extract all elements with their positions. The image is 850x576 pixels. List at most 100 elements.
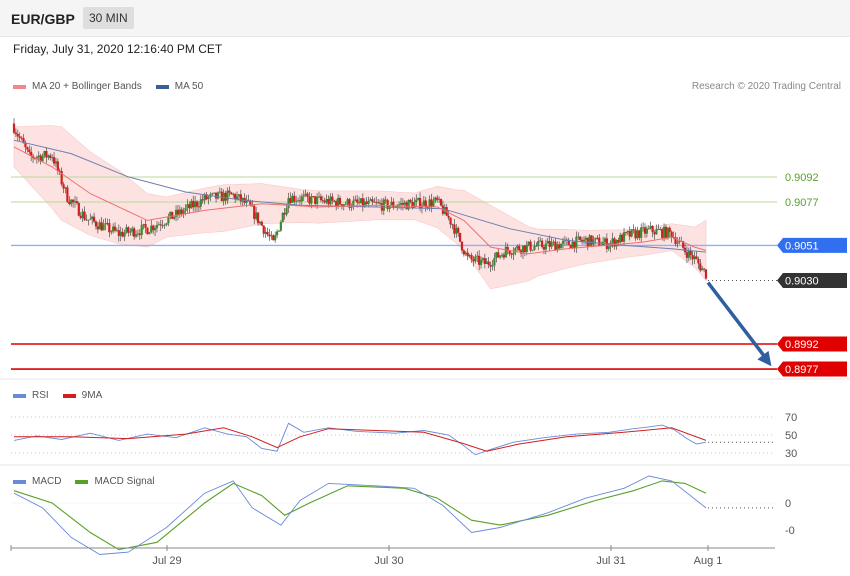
candle	[54, 161, 58, 164]
ma50-legend-label: MA 50	[174, 81, 204, 92]
candle	[108, 223, 111, 233]
candle	[544, 243, 547, 250]
rsi-ma-legend-label: 9MA	[81, 390, 103, 401]
candle	[140, 224, 143, 236]
candle	[16, 133, 19, 137]
candle	[420, 205, 424, 209]
candle	[91, 216, 94, 219]
candle	[392, 201, 395, 208]
macd-legend: MACD MACD Signal	[13, 476, 154, 487]
macd-signal-line	[13, 480, 707, 551]
candle	[438, 199, 441, 200]
candle	[476, 255, 479, 257]
candle	[277, 230, 281, 232]
candle	[71, 199, 75, 203]
candle	[213, 192, 216, 194]
candle	[457, 227, 460, 233]
candle	[651, 225, 654, 233]
candle	[45, 150, 48, 158]
candle	[333, 200, 336, 202]
candle	[453, 224, 456, 234]
candle	[300, 196, 303, 202]
candle	[580, 240, 584, 242]
candle	[702, 268, 706, 270]
ma20-legend-label: MA 20 + Bollinger Bands	[32, 81, 142, 92]
macd-legend-label: MACD	[32, 476, 62, 487]
candle	[167, 216, 170, 224]
candle	[371, 199, 374, 202]
candle	[699, 263, 702, 271]
candle	[194, 201, 197, 208]
candle	[550, 242, 553, 247]
candle	[329, 196, 332, 205]
candle	[624, 232, 628, 234]
candle	[630, 229, 633, 237]
candle	[638, 230, 641, 238]
candle	[396, 206, 399, 208]
candle	[354, 199, 357, 201]
macd-line	[13, 475, 707, 555]
candle	[98, 222, 101, 230]
candle	[415, 199, 418, 203]
candle	[228, 190, 231, 193]
candle	[184, 207, 187, 211]
pivot-level-label: 0.9051	[785, 240, 819, 252]
candle	[598, 237, 601, 246]
candle	[60, 170, 63, 185]
candle	[474, 256, 477, 262]
candle	[649, 225, 652, 229]
credit: Research © 2020 Trading Central	[691, 81, 841, 92]
candle	[676, 242, 679, 244]
candle	[466, 252, 469, 257]
candle	[449, 217, 452, 225]
candle	[615, 239, 618, 247]
candle	[338, 197, 342, 205]
candle	[125, 227, 128, 233]
candle	[668, 227, 671, 232]
candle	[386, 200, 389, 209]
candle	[641, 227, 645, 229]
candle	[39, 155, 42, 162]
candle	[367, 200, 370, 204]
candle	[152, 225, 155, 231]
candle	[255, 212, 258, 219]
candle	[674, 237, 677, 244]
candle	[312, 196, 315, 197]
candle	[384, 199, 387, 201]
candle	[239, 194, 242, 202]
candle	[37, 155, 40, 158]
timeframe-badge[interactable]: 30 MIN	[83, 7, 134, 29]
candle	[369, 199, 372, 201]
forecast-arrow	[706, 281, 767, 359]
candle	[361, 198, 364, 207]
candle	[205, 194, 208, 200]
candle	[20, 137, 23, 139]
candle	[100, 222, 103, 231]
candle	[70, 199, 73, 205]
rsi-line	[13, 422, 707, 456]
candle	[594, 237, 597, 240]
candle	[68, 201, 71, 205]
candle	[350, 207, 353, 208]
candle	[112, 226, 115, 232]
candle	[144, 224, 147, 228]
candle	[331, 196, 334, 201]
macd-tick-label: -0	[785, 525, 795, 537]
candle	[295, 200, 298, 202]
candle	[573, 241, 576, 249]
macd-swatch	[13, 479, 26, 484]
candle	[176, 209, 180, 215]
candle	[56, 161, 59, 171]
candle	[356, 199, 359, 203]
support-level-label: 0.8977	[785, 364, 819, 376]
candle	[582, 239, 586, 242]
candle	[588, 235, 591, 247]
rsi-swatch	[13, 393, 26, 398]
macd-signal-legend-label: MACD Signal	[94, 476, 155, 487]
candle	[153, 228, 157, 231]
candle	[502, 254, 506, 258]
candle	[51, 157, 54, 158]
candle	[260, 221, 263, 226]
current-level-tag	[777, 273, 847, 289]
candle	[417, 197, 420, 200]
